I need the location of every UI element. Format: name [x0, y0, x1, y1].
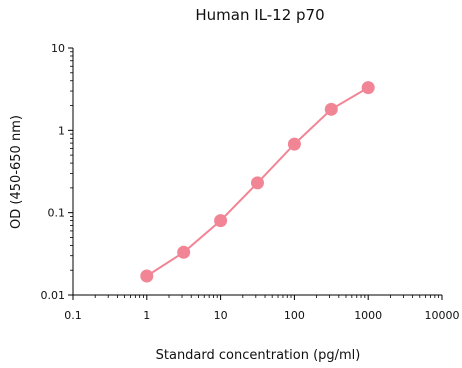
y-tick-label: 10: [51, 42, 65, 55]
data-point: [177, 245, 191, 259]
y-tick-label: 1: [58, 124, 65, 137]
data-point: [361, 81, 375, 95]
x-tick-label: 10: [214, 309, 228, 322]
plot-series: [140, 81, 375, 283]
data-point: [214, 214, 228, 228]
x-tick-label: 0.1: [64, 309, 82, 322]
chart-title: Human IL-12 p70: [195, 6, 324, 24]
y-tick-label: 0.1: [48, 207, 66, 220]
x-tick-label: 1000: [354, 309, 382, 322]
x-axis-label: Standard concentration (pg/ml): [156, 348, 361, 363]
data-point: [250, 176, 264, 190]
y-tick-label: 0.01: [41, 289, 66, 302]
axes: 0.1 1 10 100 1000 10000 0.01 0.1 1 10: [41, 42, 460, 322]
x-tick-label: 1: [143, 309, 150, 322]
data-point: [324, 102, 338, 116]
x-tick-label: 100: [284, 309, 305, 322]
y-axis-label: OD (450-650 nm): [9, 115, 24, 229]
data-point: [287, 137, 301, 151]
data-point: [140, 269, 154, 283]
x-tick-label: 10000: [425, 309, 460, 322]
